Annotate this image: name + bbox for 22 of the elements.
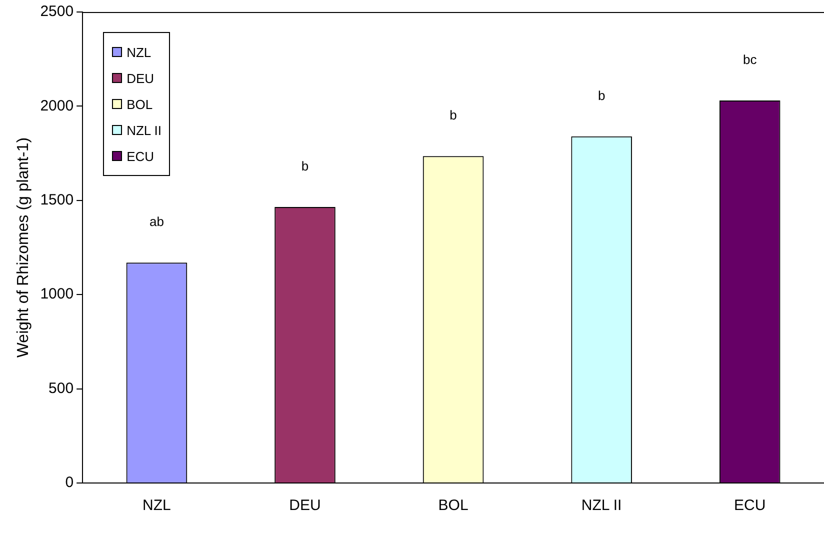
y-tick-label: 2500	[40, 3, 74, 20]
legend-label: BOL	[126, 96, 153, 112]
legend-label: ECU	[126, 148, 154, 164]
annotation: b	[598, 88, 606, 103]
legend-label: DEU	[126, 70, 154, 86]
x-tick-label: DEU	[289, 497, 321, 514]
legend-label: NZL	[126, 44, 152, 60]
annotation: b	[301, 158, 309, 174]
annotation: bc	[742, 52, 758, 68]
y-tick-label: 1500	[40, 192, 74, 209]
y-tick-label: 0	[65, 474, 74, 492]
x-tick-label: NZL	[142, 497, 171, 514]
legend-label: NZL II	[126, 122, 162, 138]
y-tick-label: 500	[48, 380, 74, 397]
x-tick-label: ECU	[734, 497, 766, 514]
x-tick-label: NZL II	[581, 497, 622, 514]
y-axis-title: Weight of Rhizomes (g plant-1)	[15, 137, 32, 358]
x-tick-label: BOL	[438, 497, 468, 514]
y-tick-label: 1000	[40, 286, 74, 303]
y-tick-label: 2000	[40, 97, 74, 114]
annotation: b	[450, 108, 457, 123]
annotation: ab	[149, 214, 164, 230]
